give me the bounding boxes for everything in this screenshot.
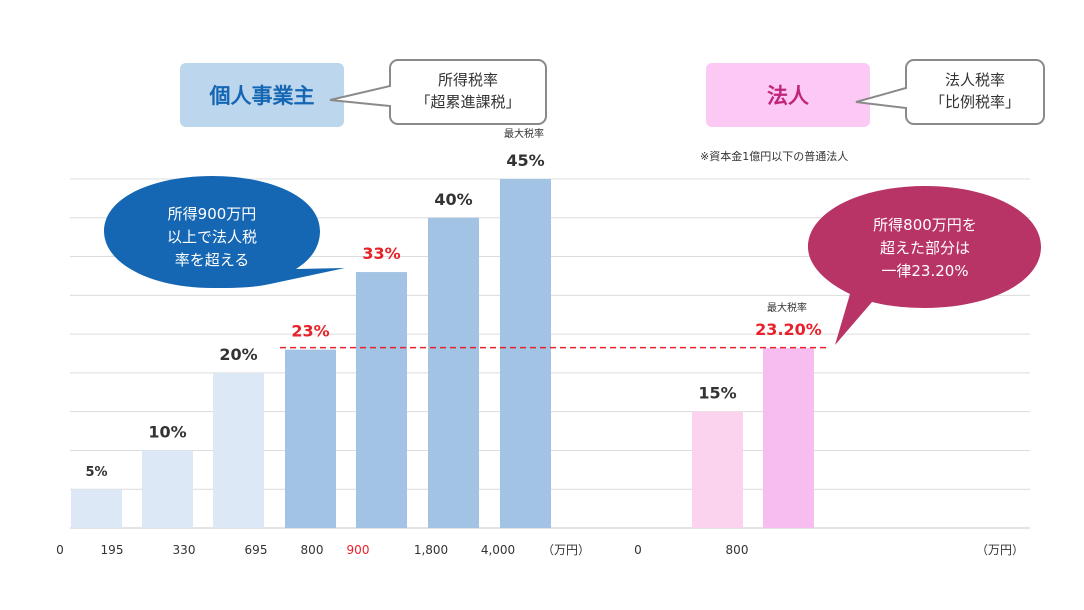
individual-bar (213, 372, 264, 528)
individual-x-tick: 0 (56, 543, 64, 557)
individual-value-label: 5% (85, 465, 107, 480)
bars (71, 179, 814, 528)
individual-annotation-bubble (104, 176, 345, 288)
individual-annotation-line3: 率を超える (175, 251, 250, 269)
corporate-annotation-bubble (808, 186, 1041, 345)
individual-bar (356, 272, 407, 528)
individual-value-label: 40% (434, 190, 472, 209)
individual-value-label: 23% (291, 322, 329, 341)
individual-x-tick: 195 (101, 543, 124, 557)
corporate-callout (855, 59, 1045, 125)
corporate-callout-line1: 法人税率 (945, 71, 1005, 89)
corporate-max-rate-label: 最大税率 (767, 301, 807, 314)
corporate-value-label: 15% (698, 384, 736, 403)
individual-x-tick: 1,800 (414, 543, 448, 557)
individual-x-tick: 4,000 (481, 543, 515, 557)
individual-x-tick: 800 (301, 543, 324, 557)
individual-callout (329, 59, 547, 125)
individual-annotation-line2: 以上で法人税 (167, 228, 257, 246)
individual-x-tick: 330 (173, 543, 196, 557)
individual-max-rate-label: 最大税率 (504, 127, 544, 140)
corporate-value-label: 23.20% (755, 320, 822, 339)
corporate-bar (763, 348, 814, 528)
individual-x-tick: 695 (245, 543, 268, 557)
individual-value-label: 33% (362, 244, 400, 263)
individual-bar (142, 450, 193, 528)
corporate-heading-box (706, 63, 870, 127)
individual-callout-line1: 所得税率 (438, 71, 498, 89)
corporate-annotation-line1: 所得800万円を (873, 216, 977, 234)
corporate-annotation-line3: 一律23.20% (881, 262, 968, 280)
individual-value-label: 45% (506, 151, 544, 170)
individual-bar (428, 217, 479, 528)
corporate-note: ※資本金1億円以下の普通法人 (700, 149, 848, 163)
individual-value-label: 10% (148, 422, 186, 441)
corporate-annotation-line2: 超えた部分は (880, 239, 970, 257)
individual-value-label: 20% (219, 345, 257, 364)
individual-callout-line2: 「超累進課税」 (415, 93, 520, 111)
corporate-x-tick: 800 (726, 543, 749, 557)
corporate-x-tick: 0 (634, 543, 642, 557)
corporate-heading: 法人 (767, 84, 809, 108)
corporate-callout-line2: 「比例税率」 (930, 93, 1020, 111)
individual-x-tick: 900 (347, 543, 370, 557)
individual-bar (500, 179, 551, 528)
corporate-x-unit: （万円） (976, 543, 1024, 557)
individual-bar (71, 489, 122, 528)
corporate-bar (692, 411, 743, 528)
labels: 5% 10% 20% 23% 33% 40% 45% 15% 23.20% 0 195 330 695 8… (56, 151, 1024, 557)
individual-heading: 個人事業主 (209, 84, 315, 108)
individual-heading-box (180, 63, 344, 127)
individual-x-unit: （万円） (542, 543, 590, 557)
individual-bar (285, 349, 336, 528)
individual-annotation-line1: 所得900万円 (168, 205, 257, 223)
